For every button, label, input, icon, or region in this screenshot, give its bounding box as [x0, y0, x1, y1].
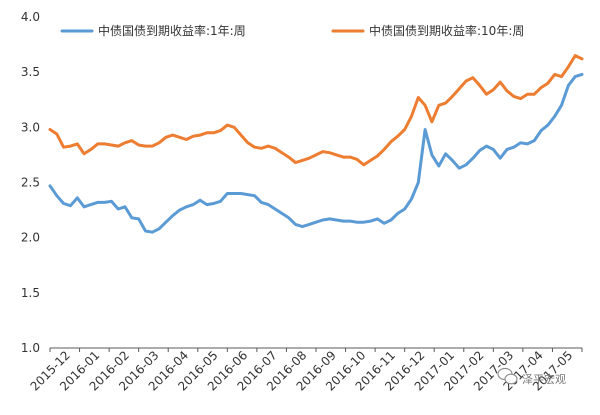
- legend: 中债国债到期收益率:1年:周 中债国债到期收益率:10年:周: [60, 23, 524, 38]
- series-lines: [48, 54, 584, 234]
- y-tick-label: 1.5: [21, 286, 40, 300]
- y-tick-label: 2.0: [21, 231, 40, 245]
- wechat-logo-icon: [497, 367, 518, 385]
- y-tick-label: 1.0: [21, 341, 40, 355]
- legend-label: 中债国债到期收益率:1年:周: [98, 23, 246, 38]
- y-axis-tick-labels: 1.0 1.5 2.0 2.5 3.0 3.5 4.0: [21, 10, 40, 355]
- series-line-1y: [48, 72, 584, 234]
- series-line-10y: [48, 54, 584, 167]
- y-tick-label: 4.0: [21, 10, 40, 24]
- legend-label: 中债国债到期收益率:10年:周: [369, 23, 524, 38]
- watermark: 泽平宏观: [497, 367, 566, 386]
- y-tick-label: 2.5: [21, 176, 40, 190]
- watermark-text: 泽平宏观: [522, 372, 566, 386]
- y-tick-label: 3.5: [21, 65, 40, 79]
- y-tick-label: 3.0: [21, 120, 40, 134]
